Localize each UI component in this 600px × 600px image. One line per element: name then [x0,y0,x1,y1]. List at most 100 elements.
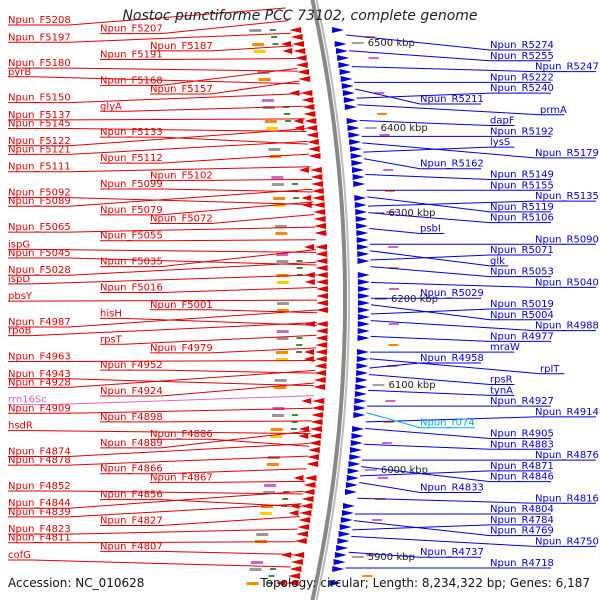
right-strand-feature [349,146,362,152]
category-bar [258,78,271,81]
left-strand-feature [289,566,302,572]
label-connector [356,92,491,99]
label-connector [351,535,536,547]
label-connector [68,67,298,72]
label-connector [160,515,300,526]
category-bar [276,260,289,263]
gc-mark [284,113,291,115]
left-strand-feature [306,139,319,145]
category-bar [272,407,285,410]
left-gene-label: glyA [100,101,122,112]
right-strand-feature [357,258,370,264]
left-gene-label: Npun_F4889 [100,438,163,449]
left-strand-feature [315,279,328,285]
right-gene-label: Npun_R4927 [490,396,554,407]
left-gene-labels: Npun_F5208 Npun_F5207 Npun_F5197 Npun_F5187… [8,15,213,561]
right-strand-feature [334,41,347,47]
category-bar [263,491,276,494]
label-connector [68,128,307,133]
left-strand-feature [315,251,328,257]
right-strand-feature [357,328,370,334]
left-gene-label: cofG [8,550,31,561]
left-gene-label: Npun_F4852 [8,481,71,492]
category-bar [276,309,289,312]
right-gene-label: psbI [420,223,441,234]
label-connector [68,166,311,173]
category-bar [275,232,288,235]
feature-lanes [246,27,399,586]
map-title: Nostoc punctiforme PCC 73102, complete g… [122,8,478,24]
left-strand-feature [290,34,303,40]
left-strand-feature [302,104,315,110]
right-strand-feature [349,139,362,145]
category-bar [366,554,377,556]
category-bar [276,253,289,256]
left-strand-feature [298,76,311,82]
left-strand-feature [289,90,300,96]
left-strand-feature [315,258,328,264]
label-connector [68,188,313,207]
right-gene-label: tynA [490,385,513,396]
right-strand-feature [350,440,363,446]
right-gene-label: Npun_R5071 [490,245,554,256]
left-strand-feature [288,573,301,579]
label-connector [68,7,286,26]
left-strand-feature [314,223,327,229]
left-strand-feature [310,419,323,425]
label-connector [160,136,309,145]
left-gene-label: Npun_F4839 [8,507,71,518]
gc-mark [296,337,303,339]
right-gene-label: Npun_R5155 [490,180,554,191]
left-gene-label: rpoB [8,326,32,337]
left-gene-label: Npun_F5197 [8,32,71,43]
label-connector [68,528,298,535]
label-connector [160,550,294,555]
label-connector [363,443,491,450]
left-gene-label: Npun_F5137 [8,110,71,121]
label-connector [32,248,317,253]
category-bar [259,512,272,515]
gc-mark [285,120,292,122]
left-gene-label: Npun_F5092 [8,188,71,199]
category-bar [249,568,262,571]
right-gene-label: Npun_R4833 [420,482,484,493]
right-strand-feature [350,153,363,159]
left-gene-label: ispD [8,274,30,285]
left-gene-label: Npun_F5035 [100,257,163,268]
label-connector [210,80,300,95]
category-bar [266,463,279,466]
label-connector [370,320,536,332]
left-strand-feature [304,321,315,327]
right-strand-feature [354,391,367,397]
left-strand-feature [297,69,310,75]
label-connector [363,146,491,153]
label-connector [370,250,491,267]
backbone-arc [315,0,350,600]
category-bar [256,533,269,536]
right-gene-label: Npun_R5149 [490,170,554,181]
label-connector [355,88,421,105]
label-connector [160,430,311,449]
label-connector [160,67,298,86]
category-bar [250,561,263,564]
label-connector [68,261,317,276]
right-strand-feature [352,167,365,173]
left-strand-feature [313,209,326,215]
left-strand-feature [300,90,313,96]
label-connector [68,503,302,518]
gc-mark [272,43,279,45]
category-bar [265,127,278,130]
left-gene-label: Npun_F5072 [150,213,213,224]
left-gene-label: Npun_F5191 [100,50,163,61]
label-connector [68,118,305,121]
left-strand-feature [310,174,323,180]
left-strand-feature [282,48,293,54]
accession-text: Accession: NC_010628 [8,576,145,590]
right-gene-label: Npun_R4871 [490,461,554,472]
left-strand-feature [303,244,314,250]
label-connector [369,358,541,375]
right-strand-feature [349,454,362,460]
category-bar [276,281,289,284]
right-gene-label: Npun_R5274 [490,40,554,51]
